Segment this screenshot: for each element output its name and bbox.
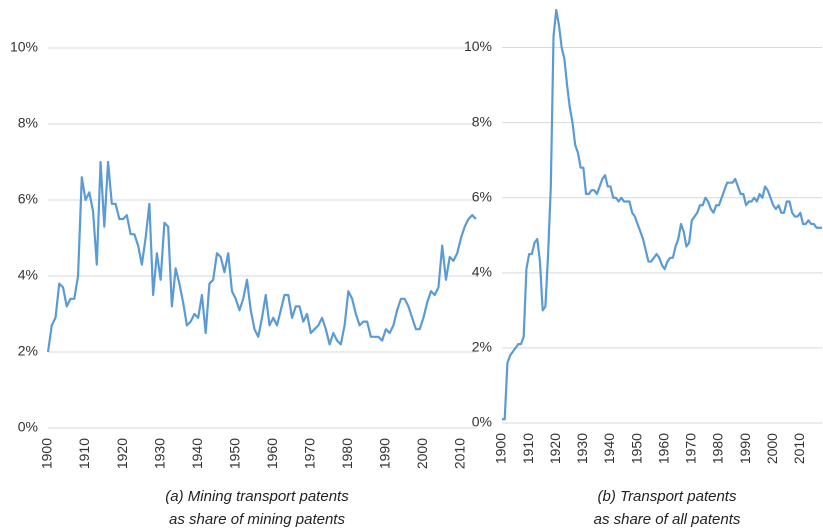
x-tick-label: 1900 [39, 438, 55, 469]
caption: (b) Transport patents [598, 488, 737, 505]
x-tick-label: 2010 [452, 438, 468, 469]
x-tick-label: 1970 [302, 438, 318, 469]
y-tick-label: 4% [472, 264, 492, 280]
x-tick-label: 1930 [151, 438, 167, 469]
x-tick-label: 1940 [601, 433, 617, 464]
y-tick-label: 6% [18, 191, 38, 207]
x-tick-label: 1990 [737, 433, 753, 464]
x-tick-label: 1920 [547, 433, 563, 464]
x-tick-label: 1990 [377, 438, 393, 469]
x-tick-label: 1940 [189, 438, 205, 469]
caption: (a) Mining transport patents [165, 488, 349, 505]
x-tick-label: 2000 [414, 438, 430, 469]
x-tick-label: 1970 [683, 433, 699, 464]
caption: as share of all patents [594, 511, 741, 528]
data-line [502, 8, 822, 421]
x-tick-label: 1920 [114, 438, 130, 469]
caption: as share of mining patents [169, 511, 345, 528]
y-tick-label: 10% [464, 38, 492, 54]
x-tick-label: 1980 [710, 433, 726, 464]
x-tick-label: 1950 [226, 438, 242, 469]
y-tick-label: 8% [18, 115, 38, 131]
x-tick-label: 1930 [574, 433, 590, 464]
x-tick-label: 1910 [520, 433, 536, 464]
y-tick-label: 8% [472, 113, 492, 129]
y-tick-label: 10% [10, 39, 38, 55]
x-tick-label: 1980 [339, 438, 355, 469]
y-tick-label: 0% [472, 414, 492, 430]
x-tick-label: 1960 [264, 438, 280, 469]
y-tick-label: 4% [18, 267, 38, 283]
data-line [46, 160, 477, 353]
x-tick-label: 1960 [655, 433, 671, 464]
y-tick-label: 6% [472, 188, 492, 204]
x-tick-label: 2000 [764, 433, 780, 464]
y-tick-label: 2% [18, 343, 38, 359]
x-tick-label: 1950 [628, 433, 644, 464]
x-tick-label: 1900 [493, 433, 509, 464]
x-tick-label: 2010 [791, 433, 807, 464]
x-tick-label: 1910 [76, 438, 92, 469]
y-tick-label: 2% [472, 339, 492, 355]
y-tick-label: 0% [18, 419, 38, 435]
